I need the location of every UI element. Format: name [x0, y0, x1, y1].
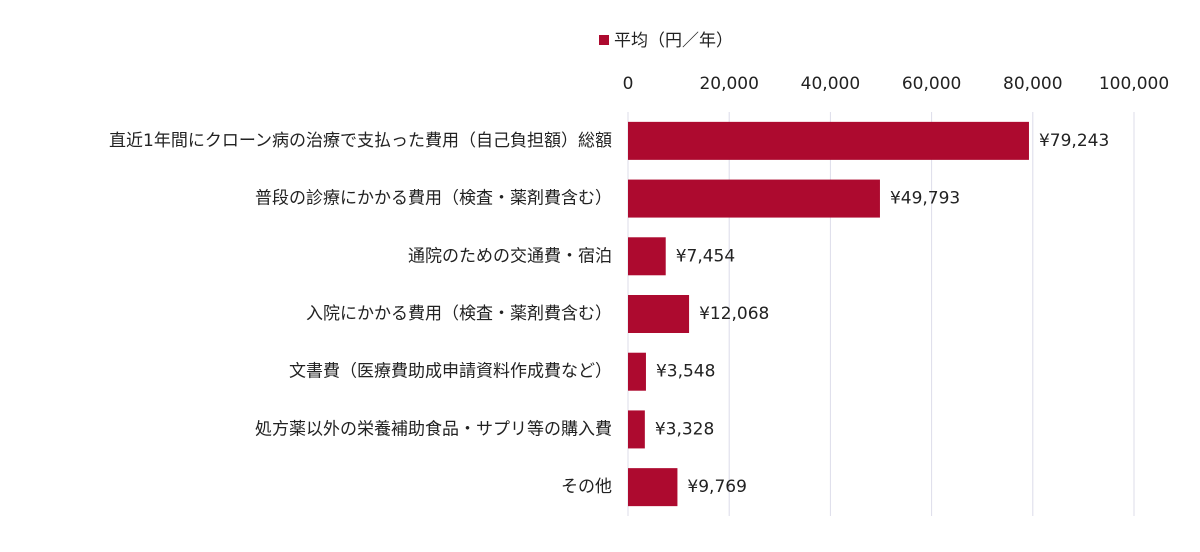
y-tick-label: 直近1年間にクローン病の治療で支払った費用（自己負担額）総額 [109, 131, 612, 151]
legend-swatch [599, 35, 609, 45]
value-label: ¥9,769 [687, 477, 746, 497]
y-tick-label: 処方薬以外の栄養補助食品・サプリ等の購入費 [255, 419, 612, 439]
bar [628, 179, 880, 218]
bar [628, 468, 678, 507]
x-tick-label: 0 [623, 74, 634, 94]
x-tick-label: 20,000 [699, 74, 758, 94]
x-tick-label: 40,000 [801, 74, 860, 94]
x-tick-label: 80,000 [1003, 74, 1062, 94]
y-tick-label: 通院のための交通費・宿泊 [408, 246, 612, 266]
y-tick-label: 普段の診療にかかる費用（検査・薬剤費含む） [255, 189, 612, 209]
y-tick-label: 文書費（医療費助成申請資料作成費など） [289, 362, 612, 382]
bar [628, 237, 666, 276]
bar [628, 410, 645, 449]
value-label: ¥79,243 [1039, 131, 1109, 151]
value-label: ¥3,328 [655, 419, 714, 439]
value-label: ¥49,793 [890, 189, 960, 209]
bar [628, 295, 690, 333]
value-label: ¥3,548 [656, 362, 715, 382]
legend-label: 平均（円／年） [614, 31, 733, 51]
value-label: ¥12,068 [699, 304, 769, 324]
bar [628, 352, 646, 391]
x-tick-label: 60,000 [902, 74, 961, 94]
y-tick-label: 入院にかかる費用（検査・薬剤費含む） [306, 304, 612, 324]
x-tick-label: 100,000 [1099, 74, 1169, 94]
bar [628, 121, 1029, 160]
y-tick-label: その他 [561, 477, 612, 497]
value-label: ¥7,454 [676, 246, 735, 266]
